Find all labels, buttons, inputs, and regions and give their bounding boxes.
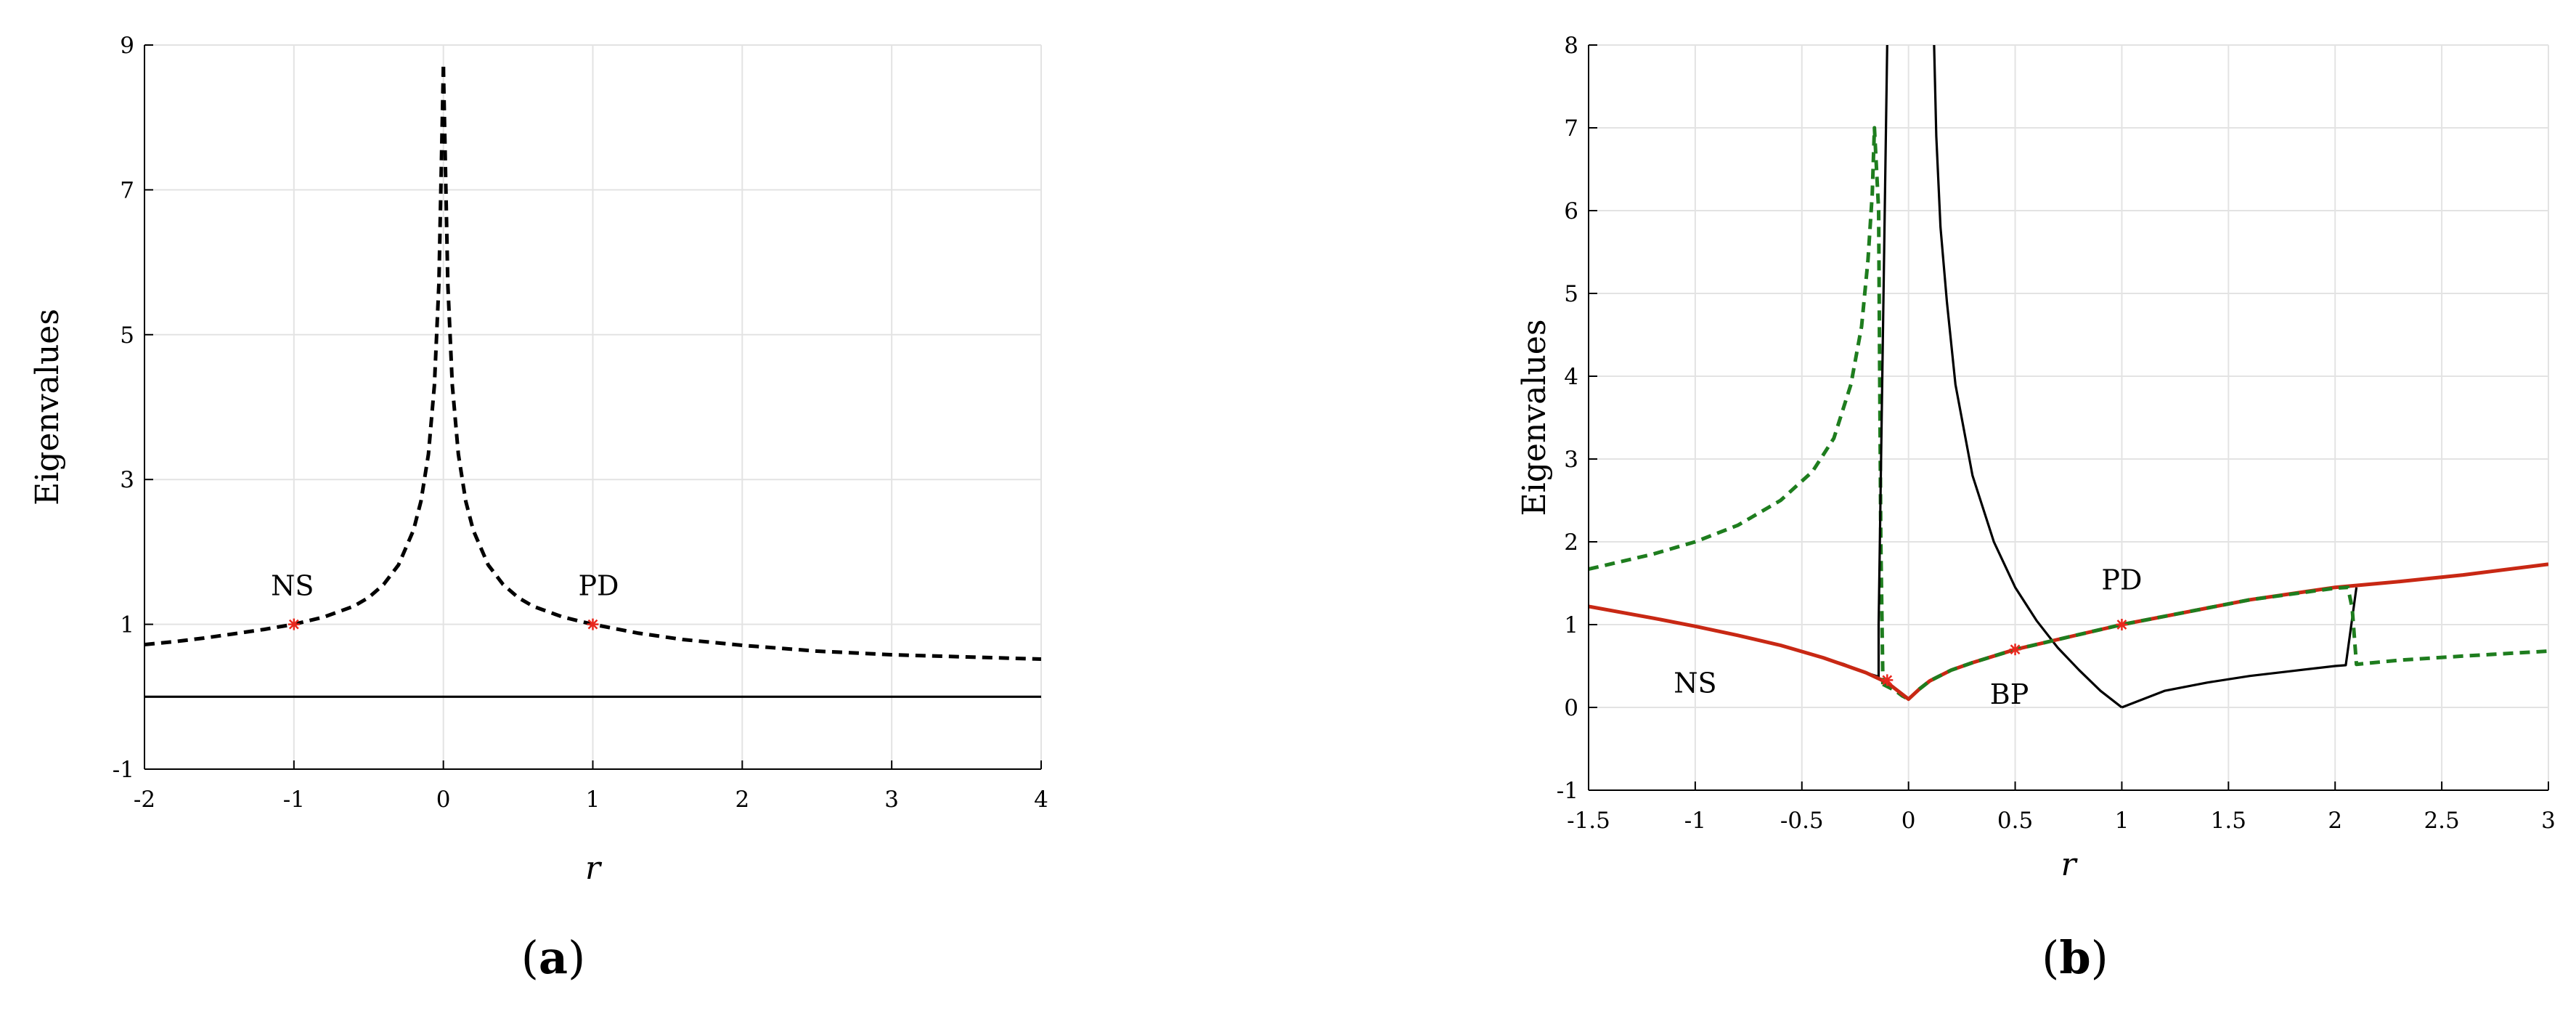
- x-tick-label: 0: [1902, 808, 1916, 834]
- x-tick-label: 2.5: [2424, 808, 2459, 834]
- series-line-5: [1589, 562, 2548, 702]
- x-tick-label: -0.5: [1780, 808, 1824, 834]
- y-tick-label: 3: [1564, 447, 1578, 473]
- x-tick-label: 1: [2115, 808, 2129, 834]
- chart-panel-b: -1.5 -1 -0.5 0 0.5 1 1.5 2 2.5 3 -1 0 1 2 3 4 5 6 7 8 r Eigen…: [1516, 33, 2556, 984]
- y-tick-label: 9: [120, 33, 134, 59]
- x-tick-label: -1: [1684, 808, 1706, 834]
- x-tick-label: 4: [1034, 787, 1048, 813]
- y-tick-label: 5: [1564, 281, 1578, 307]
- x-tick-label: -2: [134, 787, 155, 813]
- series-line-2: [1589, 45, 1888, 678]
- marker-point: [1881, 674, 1894, 686]
- x-axis-label: r: [585, 850, 603, 887]
- x-axis-label: r: [2061, 846, 2078, 883]
- panel-label: (a): [521, 931, 586, 984]
- series-line-0: [1589, 126, 1885, 685]
- annotation-label: PD: [578, 570, 619, 602]
- y-tick-label: 0: [1564, 695, 1578, 721]
- marker-point: [587, 618, 599, 630]
- y-tick-label: 7: [120, 177, 134, 203]
- series-line-6: [1917, 585, 2548, 691]
- annotation-label: NS: [1674, 667, 1716, 699]
- y-tick-label: 2: [1564, 529, 1578, 556]
- panel-label: (b): [2042, 931, 2108, 984]
- y-axis-label: Eigenvalues: [1516, 320, 1553, 516]
- y-axis-label: Eigenvalues: [29, 309, 66, 506]
- annotation-label: BP: [1990, 678, 2029, 710]
- y-tick-label: 5: [120, 322, 134, 349]
- marker-point: [2116, 619, 2128, 630]
- series-line-4: [2121, 587, 2358, 709]
- y-tick-label: 1: [1564, 612, 1578, 638]
- x-tick-label: 1.5: [2211, 808, 2246, 834]
- x-tick-label: -1: [283, 787, 305, 813]
- series-line-1: [441, 66, 1041, 661]
- annotation-label: PD: [2101, 564, 2142, 596]
- x-tick-label: 3: [884, 787, 899, 813]
- marker-point: [2009, 643, 2021, 656]
- y-tick-label: 1: [120, 612, 134, 638]
- x-tick-label: 0.5: [1997, 808, 2033, 834]
- annotation-label: NS: [271, 570, 314, 602]
- y-tick-label: 6: [1564, 198, 1578, 224]
- y-tick-label: -1: [113, 757, 134, 783]
- y-tick-label: 4: [1564, 364, 1578, 390]
- marker-point: [288, 618, 300, 630]
- series-group: [1589, 45, 2548, 709]
- y-tick-label: 3: [120, 467, 134, 493]
- series-line-3: [1933, 45, 2123, 709]
- x-tick-label: 3: [2541, 808, 2556, 834]
- x-tick-label: 0: [436, 787, 451, 813]
- series-group: [144, 66, 1041, 698]
- y-tick-label: -1: [1557, 778, 1578, 804]
- x-tick-label: -1.5: [1567, 808, 1610, 834]
- y-tick-label: 8: [1564, 33, 1578, 59]
- x-tick-label: 1: [586, 787, 600, 813]
- x-tick-label: 2: [735, 787, 749, 813]
- y-tick-label: 7: [1564, 115, 1578, 142]
- x-tick-label: 2: [2328, 808, 2342, 834]
